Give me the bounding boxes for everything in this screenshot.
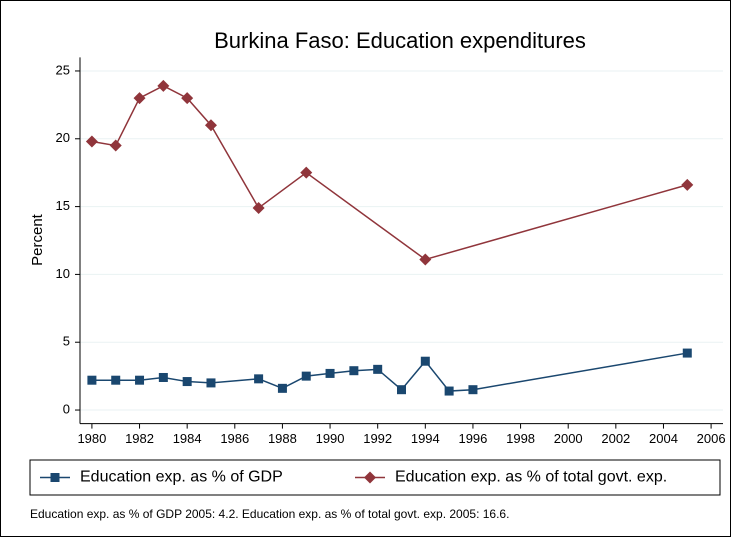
x-tick-label: 1980 — [77, 431, 106, 446]
marker — [206, 378, 216, 388]
marker — [277, 383, 287, 393]
marker — [50, 473, 60, 482]
y-tick-label: 25 — [56, 62, 70, 77]
marker — [301, 371, 311, 381]
y-tick-label: 15 — [56, 198, 70, 213]
marker — [133, 92, 146, 105]
marker — [420, 356, 430, 366]
x-tick-label: 1986 — [220, 431, 249, 446]
x-tick-label: 1988 — [268, 431, 297, 446]
marker — [300, 166, 313, 179]
x-tick-label: 1996 — [458, 431, 487, 446]
y-tick-label: 5 — [63, 334, 70, 349]
marker — [364, 471, 376, 484]
marker — [135, 375, 145, 385]
marker — [349, 366, 359, 376]
x-tick-label: 1982 — [125, 431, 154, 446]
x-tick-label: 1994 — [411, 431, 440, 446]
y-tick-label: 20 — [56, 130, 70, 145]
marker — [682, 348, 692, 358]
marker — [252, 201, 265, 214]
legend-label: Education exp. as % of GDP — [80, 469, 283, 486]
y-tick-label: 0 — [63, 401, 70, 416]
plot-area — [80, 57, 723, 424]
marker — [681, 178, 694, 191]
marker — [111, 375, 121, 385]
x-tick-label: 1984 — [173, 431, 202, 446]
marker — [373, 364, 383, 374]
x-tick-label: 2006 — [697, 431, 726, 446]
marker — [254, 374, 264, 384]
x-tick-label: 2004 — [649, 431, 678, 446]
note: Education exp. as % of GDP 2005: 4.2. Ed… — [30, 507, 509, 521]
marker — [157, 79, 170, 92]
marker — [397, 385, 406, 395]
marker — [468, 385, 478, 395]
marker — [325, 368, 335, 378]
legend-label: Education exp. as % of total govt. exp. — [395, 469, 667, 486]
x-tick-label: 2000 — [554, 431, 583, 446]
marker — [444, 386, 454, 396]
y-axis-label: Percent — [29, 213, 46, 266]
marker — [85, 135, 98, 148]
marker — [87, 375, 97, 385]
marker — [109, 139, 122, 152]
marker — [419, 253, 432, 266]
series-line — [91, 85, 688, 261]
marker — [181, 92, 194, 105]
marker — [182, 377, 192, 387]
x-tick-label: 1990 — [316, 431, 345, 446]
chart-title: Burkina Faso: Education expenditures — [214, 28, 586, 53]
y-tick-label: 10 — [56, 266, 70, 281]
x-tick-label: 1998 — [506, 431, 535, 446]
x-tick-label: 2002 — [601, 431, 630, 446]
marker — [158, 372, 168, 382]
marker — [204, 119, 217, 132]
x-tick-label: 1992 — [363, 431, 392, 446]
